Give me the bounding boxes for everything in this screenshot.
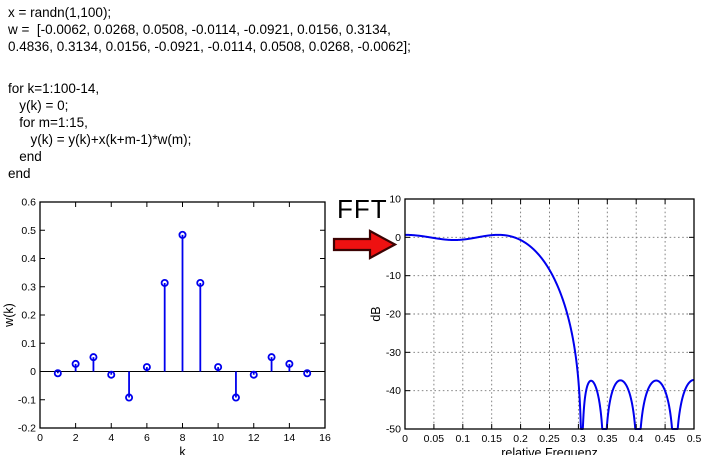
tick-label: 0.5 bbox=[21, 225, 36, 237]
stem-marker bbox=[303, 369, 312, 378]
tick-label: 0 bbox=[30, 366, 36, 378]
stem-marker bbox=[249, 370, 258, 379]
x-axis-label: k bbox=[179, 445, 186, 455]
stem-marker bbox=[142, 363, 151, 372]
stem-plot: 0 2 4 6 8 10 12 14 16 -0.2 -0.1 0 0.1 0.2 0.3 0.4 0.5 0.6… bbox=[2, 197, 331, 455]
tick-label: -0.1 bbox=[18, 394, 36, 406]
stem-marker bbox=[125, 393, 134, 402]
x-axis-label: relative Frequenz bbox=[501, 446, 598, 455]
stem-marker bbox=[89, 353, 98, 362]
code-line: x = randn(1,100); bbox=[8, 5, 112, 20]
plot-frame bbox=[39, 201, 326, 429]
tick-label: 0.5 bbox=[687, 433, 702, 445]
tick-label: 10 bbox=[212, 432, 224, 444]
matlab-code-loop: for k=1:100-14, y(k) = 0; for m=1:15, y(… bbox=[8, 80, 191, 182]
tick-label: 0.25 bbox=[539, 433, 560, 445]
tick-label: 0.3 bbox=[21, 281, 36, 293]
tick-label: 0.1 bbox=[21, 338, 36, 350]
tick-label: 0.2 bbox=[513, 433, 528, 445]
code-line: for k=1:100-14, bbox=[8, 81, 100, 96]
code-line: y(k) = y(k)+x(k+m-1)*w(m); bbox=[8, 132, 192, 147]
code-line: 0.4836, 0.3134, 0.0156, -0.0921, -0.0114… bbox=[8, 39, 411, 54]
tick-label: 6 bbox=[144, 432, 150, 444]
stem-marker bbox=[267, 353, 276, 362]
tick-label: 0.45 bbox=[655, 433, 676, 445]
tick-label: 0.35 bbox=[597, 433, 618, 445]
tick-label: 0.15 bbox=[481, 433, 502, 445]
tick-label: 0.3 bbox=[571, 433, 586, 445]
tick-label: 16 bbox=[319, 432, 331, 444]
tick-label: -20 bbox=[386, 309, 401, 321]
tick-label: 0.4 bbox=[629, 433, 644, 445]
response-curve bbox=[404, 233, 695, 430]
tick-label: 0.2 bbox=[21, 310, 36, 322]
fft-label: FFT bbox=[337, 194, 388, 224]
tick-label: 0 bbox=[395, 232, 401, 244]
stem-marker bbox=[53, 369, 62, 378]
tick-label: 0.05 bbox=[424, 433, 445, 445]
code-line: w = [-0.0062, 0.0268, 0.0508, -0.0114, -… bbox=[8, 22, 391, 37]
tick-label: 10 bbox=[389, 194, 401, 206]
fft-response-plot: 0 0.05 0.1 0.15 0.2 0.25 0.3 0.35 0.4 0.45 0.5100-… bbox=[369, 194, 702, 455]
plot-frame bbox=[404, 198, 695, 430]
tick-label: 0.6 bbox=[21, 197, 36, 209]
matlab-code-definitions: x = randn(1,100); w = [-0.0062, 0.0268, 0… bbox=[8, 4, 411, 55]
tick-label: 0.4 bbox=[21, 253, 36, 265]
tick-label: -0.2 bbox=[18, 423, 36, 435]
code-line: y(k) = 0; bbox=[8, 98, 69, 113]
tick-label: 14 bbox=[284, 432, 296, 444]
tick-label: 2 bbox=[73, 432, 79, 444]
stem-marker bbox=[214, 363, 223, 372]
stem-marker bbox=[107, 370, 116, 379]
tick-label: 4 bbox=[108, 432, 114, 444]
stem-marker bbox=[160, 278, 169, 287]
stem-marker bbox=[71, 359, 80, 368]
tick-label: 8 bbox=[180, 432, 186, 444]
tick-label: -10 bbox=[386, 270, 401, 282]
tick-label: 0.1 bbox=[455, 433, 470, 445]
tick-label: -50 bbox=[386, 424, 401, 436]
tick-label: 12 bbox=[248, 432, 260, 444]
tick-label: -30 bbox=[386, 347, 401, 359]
stem-marker bbox=[178, 230, 187, 239]
y-axis-label: dB bbox=[369, 306, 383, 321]
code-line: end bbox=[8, 149, 42, 164]
tick-label: -40 bbox=[386, 385, 401, 397]
tick-label: 0 bbox=[402, 433, 408, 445]
code-line: end bbox=[8, 166, 31, 181]
stem-marker bbox=[196, 278, 205, 287]
tick-label: 0 bbox=[37, 432, 43, 444]
code-line: for m=1:15, bbox=[8, 115, 88, 130]
stem-marker bbox=[285, 359, 294, 368]
stem-marker bbox=[231, 393, 240, 402]
y-axis-label: w(k) bbox=[2, 303, 16, 328]
fft-arrow-icon bbox=[332, 229, 398, 260]
